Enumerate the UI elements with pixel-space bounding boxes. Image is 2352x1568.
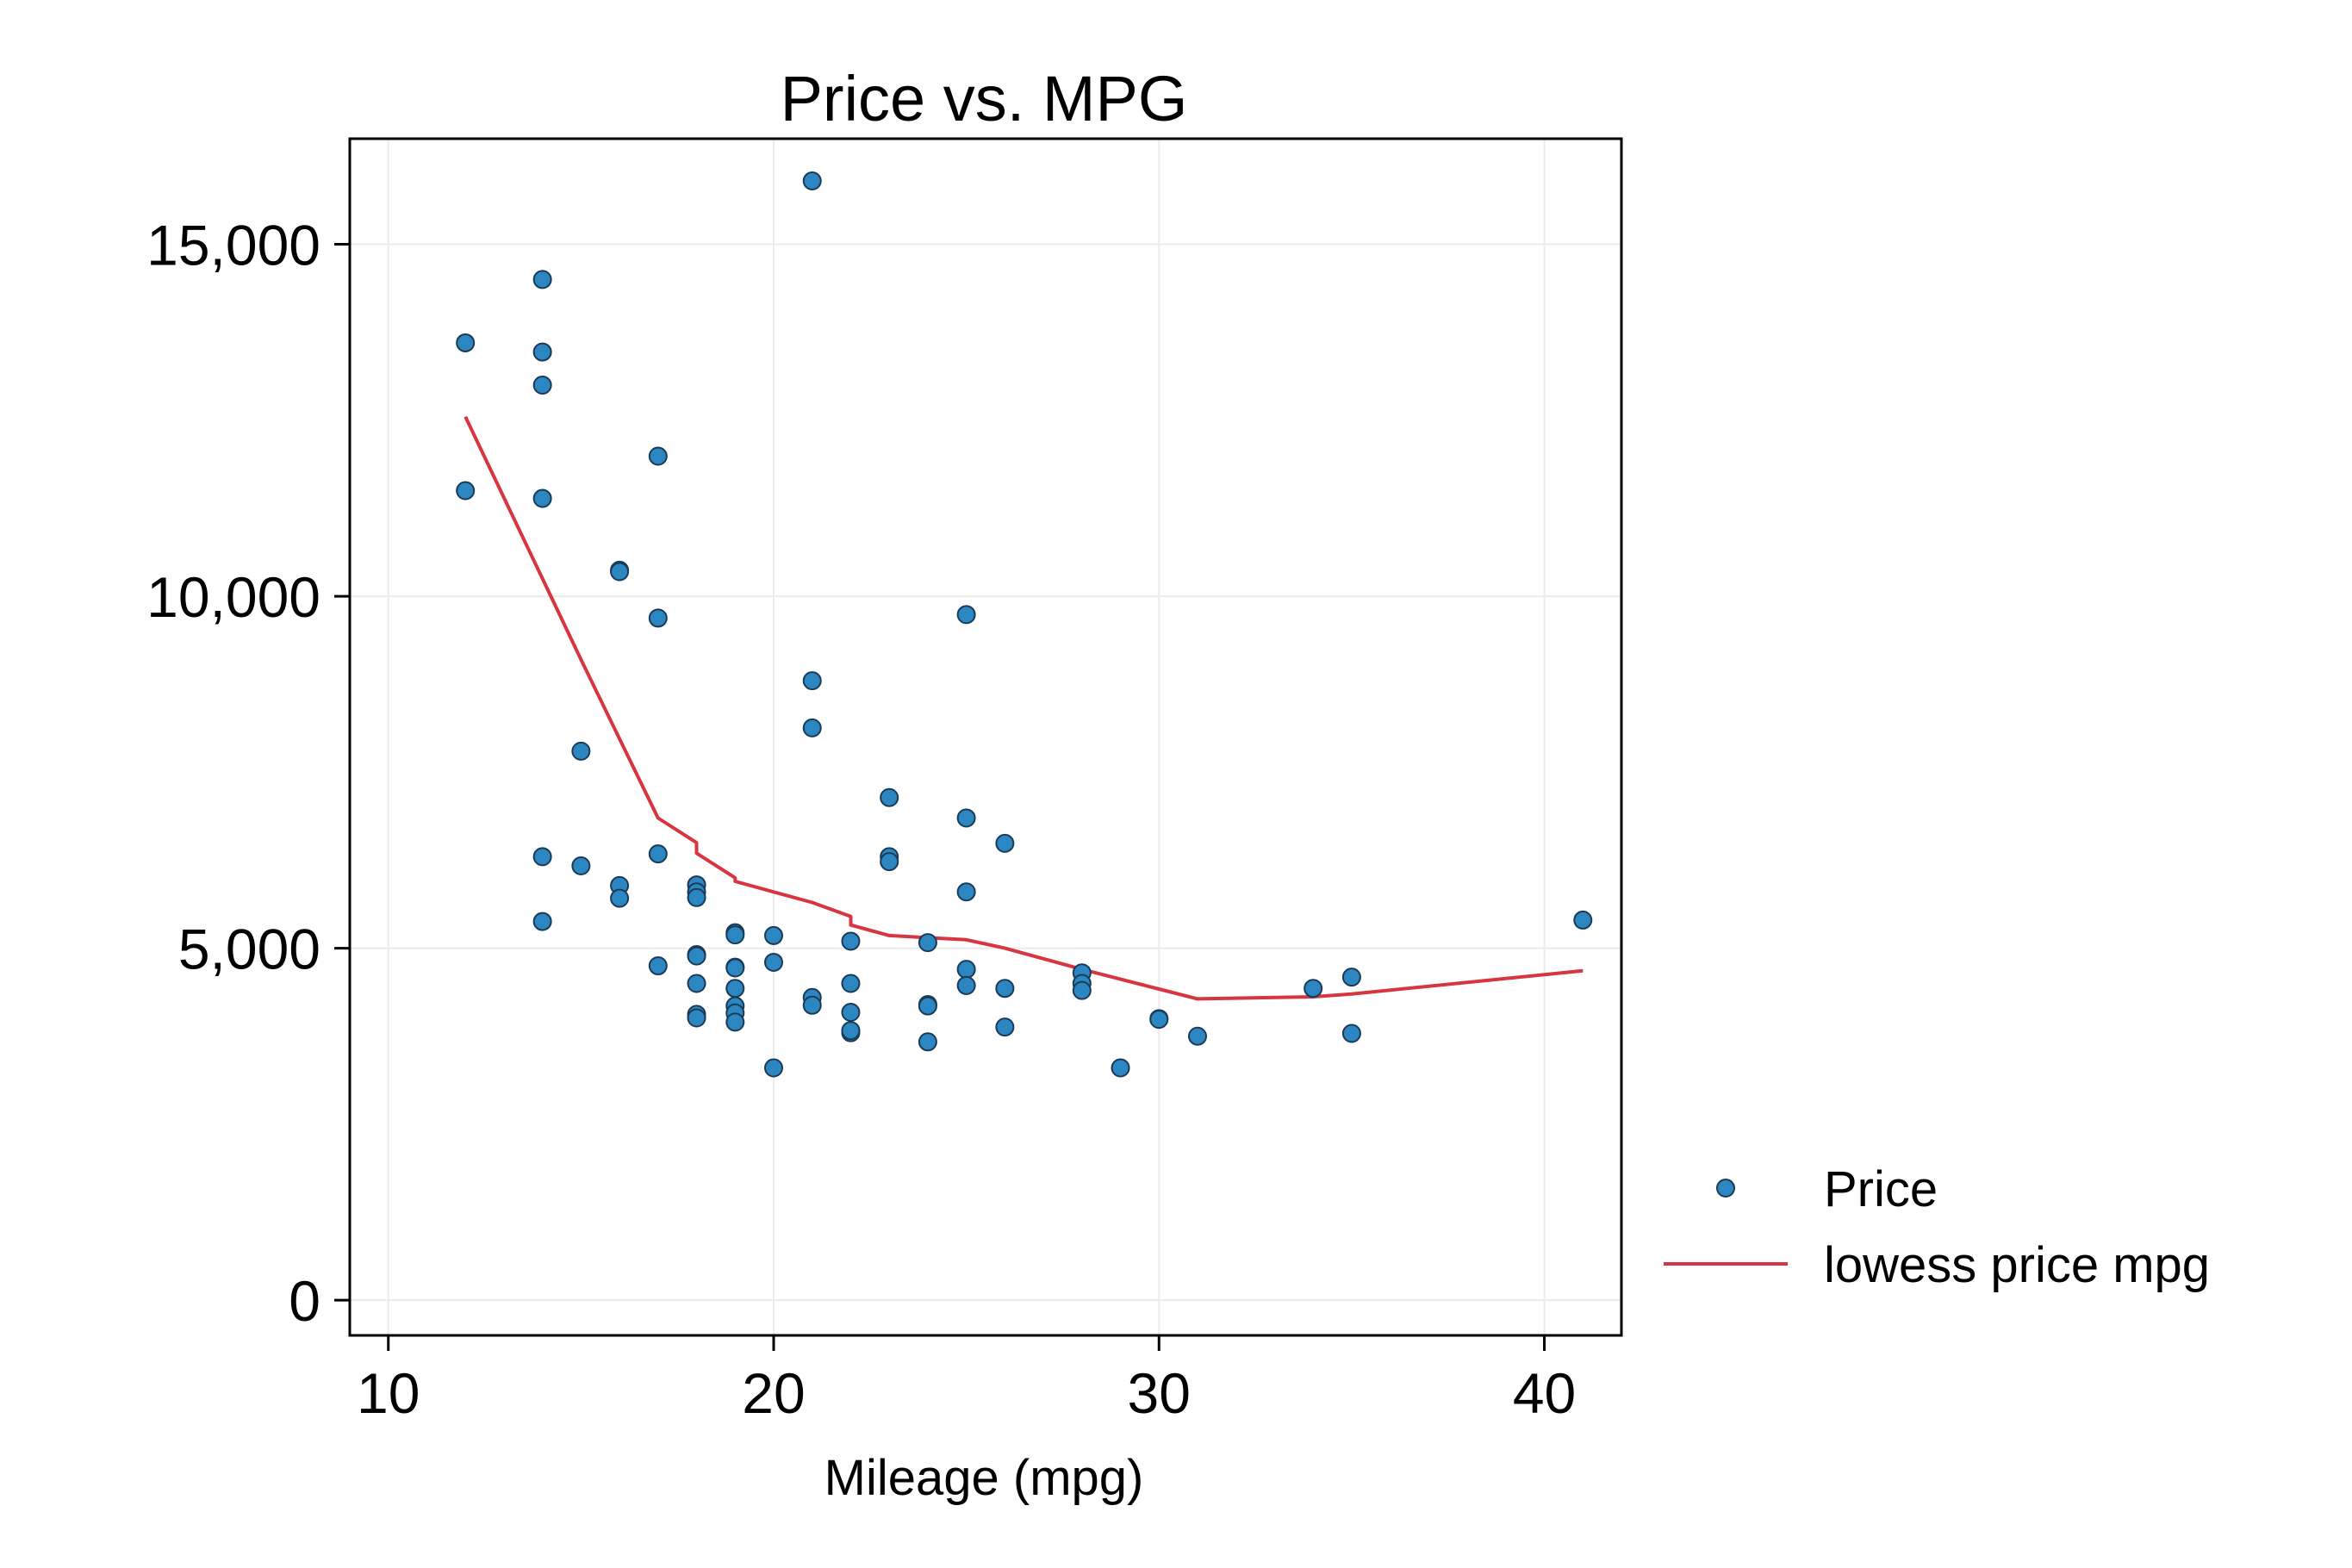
data-point: [802, 718, 822, 737]
data-point: [648, 844, 668, 864]
x-tick-label: 40: [1513, 1361, 1576, 1425]
data-point: [918, 1032, 937, 1052]
data-point: [687, 946, 706, 966]
legend-label-price: Price: [1824, 1161, 1938, 1217]
data-point: [1149, 1010, 1169, 1030]
data-point: [802, 671, 822, 691]
data-point: [725, 925, 745, 945]
data-point: [532, 912, 552, 931]
data-point: [1188, 1026, 1207, 1046]
data-point: [880, 787, 899, 807]
legend: Price lowess price mpg: [1664, 1161, 2210, 1293]
x-tick-label: 20: [742, 1361, 805, 1425]
y-tick-label: 15,000: [146, 214, 320, 277]
data-point: [956, 960, 976, 980]
data-point: [802, 995, 822, 1015]
data-point: [648, 446, 668, 466]
data-point: [725, 958, 745, 978]
data-point: [956, 808, 976, 828]
scatter-series: [456, 171, 1593, 1078]
data-point: [956, 605, 976, 625]
data-point: [1573, 910, 1593, 930]
data-point: [1111, 1058, 1130, 1078]
data-point: [841, 1002, 861, 1022]
data-point: [802, 171, 822, 191]
y-tick-label: 10,000: [146, 565, 320, 629]
data-point: [841, 974, 861, 993]
data-point: [610, 888, 630, 908]
data-point: [532, 270, 552, 289]
legend-marker-price: [1716, 1179, 1735, 1198]
data-point: [956, 882, 976, 902]
data-point: [1072, 980, 1092, 1000]
data-point: [841, 1021, 861, 1041]
data-point: [995, 1017, 1015, 1037]
data-point: [456, 481, 476, 501]
data-point: [610, 562, 630, 582]
data-point: [918, 996, 937, 1016]
data-point: [687, 1008, 706, 1028]
data-point: [1341, 1024, 1361, 1043]
x-axis-ticks: 10 20 30 40: [357, 1335, 1576, 1425]
y-tick-label: 0: [289, 1269, 320, 1333]
data-point: [532, 342, 552, 362]
data-point: [687, 974, 706, 993]
data-point: [648, 956, 668, 976]
data-point: [764, 1058, 783, 1078]
data-point: [918, 933, 937, 953]
data-point: [1304, 979, 1323, 999]
data-point: [648, 608, 668, 628]
plot-frame: [348, 137, 1623, 1337]
data-point: [571, 741, 591, 761]
data-point: [687, 887, 706, 907]
data-point: [841, 931, 861, 951]
data-point: [995, 979, 1015, 999]
x-axis-label: Mileage (mpg): [824, 1450, 1144, 1506]
data-point: [764, 925, 783, 945]
x-tick-label: 30: [1128, 1361, 1191, 1425]
legend-label-lowess: lowess price mpg: [1824, 1237, 2210, 1293]
data-point: [995, 833, 1015, 853]
data-point: [764, 952, 783, 972]
y-tick-label: 5,000: [178, 918, 320, 981]
data-point: [571, 856, 591, 876]
y-axis-ticks: 0 5,000 10,000 15,000: [146, 214, 350, 1333]
data-point: [880, 852, 899, 872]
data-point: [532, 488, 552, 508]
data-point: [725, 1012, 745, 1032]
x-tick-label: 10: [357, 1361, 420, 1425]
lowess-line: [464, 415, 1584, 1001]
data-point: [1341, 968, 1361, 987]
data-point: [956, 975, 976, 995]
lowess-series: [464, 415, 1584, 1001]
data-point: [532, 375, 552, 395]
data-point: [725, 979, 745, 999]
gridlines: [350, 139, 1621, 1335]
data-point: [532, 847, 552, 867]
data-point: [456, 333, 476, 352]
chart-title: Price vs. MPG: [781, 63, 1188, 134]
